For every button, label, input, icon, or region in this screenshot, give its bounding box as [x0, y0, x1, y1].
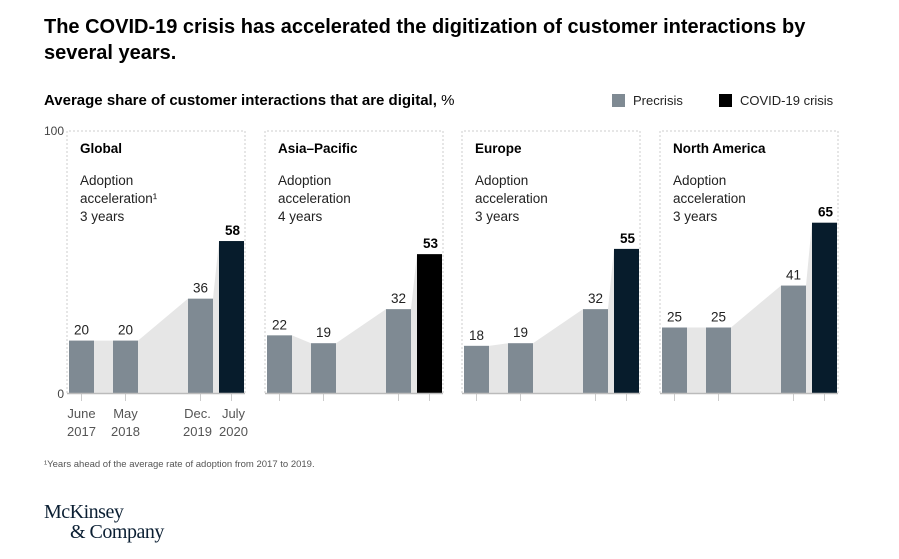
bar-precrisis	[706, 327, 731, 393]
panel-note-label: Adoption	[673, 173, 726, 188]
y-tick-label: 100	[44, 124, 64, 138]
bar-precrisis	[267, 335, 292, 393]
panel-title: Global	[80, 141, 122, 156]
bar-covid	[812, 222, 837, 393]
bar-precrisis	[508, 343, 533, 393]
legend-label-covid: COVID-19 crisis	[740, 93, 834, 108]
area-band	[662, 222, 837, 393]
area-band	[267, 254, 442, 393]
panel-note-label: Adoption	[80, 173, 133, 188]
subtitle-unit: %	[441, 92, 455, 109]
y-tick-label: 0	[57, 387, 64, 401]
legend-item-precrisis: Precrisis	[612, 93, 683, 108]
data-label: 53	[423, 236, 439, 251]
legend-item-covid: COVID-19 crisis	[719, 93, 833, 108]
data-label: 20	[118, 323, 133, 338]
bar-precrisis	[69, 340, 94, 393]
area-band	[464, 248, 639, 393]
panel-note-value: 3 years	[80, 209, 125, 224]
bar-precrisis	[113, 340, 138, 393]
bar-precrisis	[781, 285, 806, 393]
panel-title: North America	[673, 141, 766, 156]
bar-precrisis	[464, 345, 489, 393]
bar-precrisis	[583, 309, 608, 393]
chart-subtitle: Average share of customer interactions t…	[44, 92, 454, 109]
data-label: 25	[711, 310, 726, 325]
data-label: 19	[316, 325, 331, 340]
legend-swatch-covid	[719, 94, 732, 107]
data-label: 32	[588, 291, 603, 306]
data-label: 55	[620, 231, 636, 246]
panel-note-label: acceleration¹	[80, 191, 158, 206]
bar-precrisis	[188, 298, 213, 393]
panel-note-label: acceleration	[673, 191, 746, 206]
data-label: 18	[469, 328, 484, 343]
data-label: 41	[786, 268, 801, 283]
bar-covid	[219, 241, 244, 393]
x-tick-label: Dec.	[184, 406, 211, 421]
panel-note-value: 4 years	[278, 209, 323, 224]
subtitle-text: Average share of customer interactions t…	[44, 92, 437, 109]
area-band	[69, 241, 244, 393]
data-label: 58	[225, 223, 241, 238]
mckinsey-logo: McKinsey & Company	[44, 502, 164, 542]
panel-note-value: 3 years	[475, 209, 520, 224]
panel-note-label: acceleration	[475, 191, 548, 206]
x-tick-label: July	[222, 406, 246, 421]
x-tick-label: May	[113, 406, 138, 421]
x-tick-label: 2017	[67, 424, 96, 439]
legend-label-precrisis: Precrisis	[633, 93, 683, 108]
chart-title: The COVID-19 crisis has accelerated the …	[44, 16, 806, 64]
panel-title: Europe	[475, 141, 522, 156]
data-label: 19	[513, 325, 528, 340]
bar-precrisis	[311, 343, 336, 393]
data-label: 20	[74, 323, 89, 338]
logo-line1: McKinsey	[44, 501, 124, 523]
logo-line2: & Company	[70, 521, 164, 543]
bar-precrisis	[662, 327, 687, 393]
x-tick-label: 2019	[183, 424, 212, 439]
bar-precrisis	[386, 309, 411, 393]
data-label: 32	[391, 291, 406, 306]
panel-title: Asia–Pacific	[278, 141, 358, 156]
x-tick-label: 2020	[219, 424, 248, 439]
bar-covid	[417, 254, 442, 393]
panel-note-label: Adoption	[475, 173, 528, 188]
data-label: 65	[818, 205, 834, 220]
data-label: 22	[272, 317, 287, 332]
panel-note-value: 3 years	[673, 209, 718, 224]
x-tick-label: June	[67, 406, 95, 421]
footnote: ¹Years ahead of the average rate of adop…	[44, 459, 315, 470]
panel-note-label: acceleration	[278, 191, 351, 206]
data-label: 36	[193, 281, 208, 296]
x-tick-label: 2018	[111, 424, 140, 439]
bar-covid	[614, 248, 639, 393]
panel-note-label: Adoption	[278, 173, 331, 188]
data-label: 25	[667, 310, 682, 325]
legend-swatch-precrisis	[612, 94, 625, 107]
